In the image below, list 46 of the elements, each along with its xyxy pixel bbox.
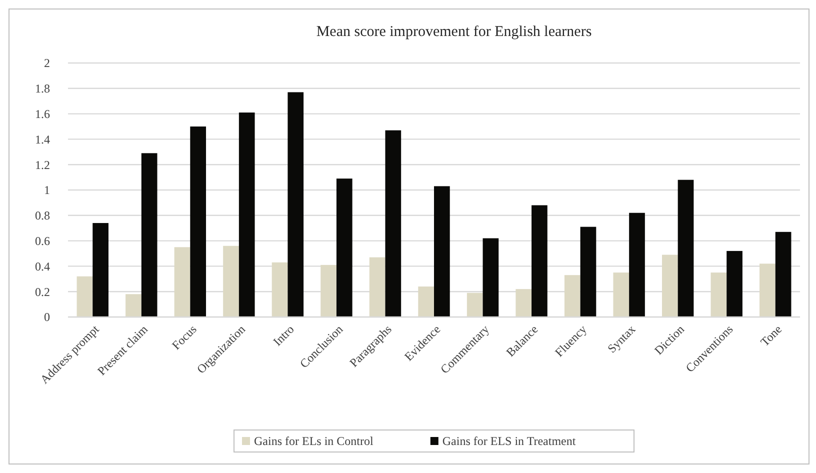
- x-tick-label: Intro: [270, 322, 297, 349]
- y-tick-label: 1.6: [35, 107, 50, 121]
- bar: [174, 247, 190, 317]
- bar: [92, 223, 108, 317]
- y-tick-label: 0.4: [35, 259, 50, 274]
- bar: [629, 212, 645, 317]
- y-tick-label: 1.2: [35, 158, 50, 172]
- bar: [678, 180, 694, 317]
- bar: [613, 272, 630, 317]
- bar: [369, 257, 386, 317]
- bar: [580, 226, 596, 317]
- bar: [288, 92, 304, 317]
- chart-title: Mean score improvement for English learners: [316, 24, 592, 40]
- legend-label: Gains for ELS in Treatment: [442, 434, 576, 448]
- bar: [466, 292, 483, 317]
- bar: [76, 276, 93, 317]
- bar: [272, 262, 288, 317]
- bar: [238, 112, 255, 317]
- bar: [385, 130, 402, 317]
- legend-label: Gains for ELs in Control: [254, 434, 374, 448]
- bar: [126, 294, 142, 317]
- y-tick-label: 0.6: [35, 234, 50, 248]
- bar: [532, 205, 548, 317]
- bar: [434, 186, 450, 317]
- y-tick-label: 0.2: [35, 284, 50, 299]
- bar: [516, 289, 532, 317]
- bar: [320, 264, 336, 317]
- bar: [418, 286, 434, 317]
- bar: [726, 250, 742, 317]
- bar: [564, 275, 580, 317]
- bar: [482, 238, 499, 317]
- bar: [223, 246, 239, 317]
- bar: [662, 254, 678, 317]
- bar: [760, 264, 776, 317]
- bar: [775, 232, 792, 317]
- bar: [710, 272, 727, 317]
- y-tick-label: 1.8: [35, 82, 50, 96]
- bar: [190, 126, 206, 317]
- bar: [336, 178, 352, 317]
- y-tick-label: 0: [44, 310, 50, 324]
- x-tick-label: Tone: [758, 322, 784, 349]
- y-tick-label: 2: [44, 56, 50, 70]
- bar: [141, 153, 158, 317]
- y-tick-label: 1: [44, 183, 50, 198]
- y-tick-label: 0.8: [35, 208, 50, 223]
- y-tick-label: 1.4: [35, 132, 50, 146]
